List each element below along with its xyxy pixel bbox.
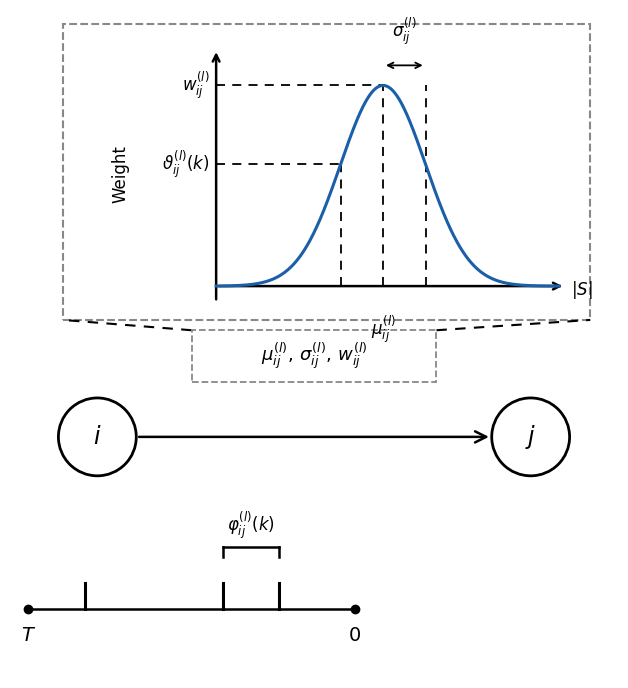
Text: $\varphi_{ij}^{(l)}(k)$: $\varphi_{ij}^{(l)}(k)$ (227, 510, 275, 541)
Text: $w_{ij}^{(l)}$: $w_{ij}^{(l)}$ (182, 70, 210, 100)
Ellipse shape (492, 398, 570, 476)
Text: $\vartheta_{ij}^{(l)}(k)$: $\vartheta_{ij}^{(l)}(k)$ (163, 149, 210, 180)
FancyBboxPatch shape (192, 330, 436, 382)
Text: $0$: $0$ (349, 626, 361, 645)
Text: $|S|$: $|S|$ (571, 279, 593, 301)
FancyArrowPatch shape (139, 431, 486, 442)
Text: $T$: $T$ (21, 626, 36, 645)
Text: $\sigma_{ij}^{(l)}$: $\sigma_{ij}^{(l)}$ (392, 17, 416, 47)
Ellipse shape (58, 398, 136, 476)
Text: $j$: $j$ (525, 423, 536, 451)
Text: Weight: Weight (112, 144, 130, 203)
Text: $\mu_{ij}^{(l)}$: $\mu_{ij}^{(l)}$ (371, 314, 396, 345)
Text: $i$: $i$ (93, 425, 102, 449)
Text: $\mu_{ij}^{(l)},\,\sigma_{ij}^{(l)},\,w_{ij}^{(l)}$: $\mu_{ij}^{(l)},\,\sigma_{ij}^{(l)},\,w_… (261, 341, 367, 372)
